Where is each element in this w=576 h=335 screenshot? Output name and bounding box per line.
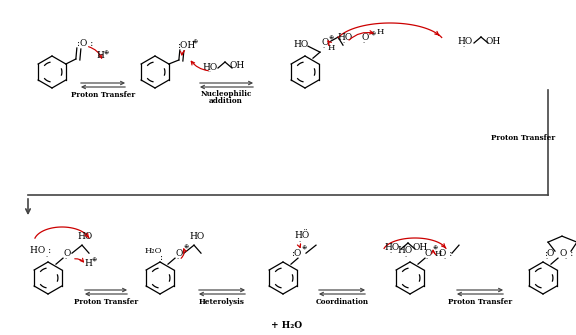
Text: ··: ·· bbox=[362, 41, 366, 46]
Text: :O :: :O : bbox=[77, 39, 93, 48]
Text: ⊕: ⊕ bbox=[92, 257, 97, 262]
Text: :: : bbox=[160, 253, 162, 262]
Text: O: O bbox=[361, 34, 369, 43]
Text: ··: ·· bbox=[463, 45, 466, 50]
Text: ··: ·· bbox=[298, 239, 302, 244]
Text: H: H bbox=[376, 28, 384, 36]
Text: addition: addition bbox=[209, 97, 243, 105]
Text: ··: ·· bbox=[46, 254, 49, 259]
Text: HO: HO bbox=[202, 63, 218, 71]
Text: ··: ·· bbox=[545, 256, 549, 261]
Text: OH: OH bbox=[486, 37, 501, 46]
Text: :O: :O bbox=[544, 249, 554, 258]
Text: HÖ: HÖ bbox=[294, 230, 310, 240]
Text: O: O bbox=[63, 249, 71, 258]
Text: HO :: HO : bbox=[31, 246, 52, 255]
Text: H: H bbox=[434, 250, 442, 258]
Text: ··: ·· bbox=[207, 69, 211, 74]
Text: ··: ·· bbox=[564, 256, 568, 261]
Text: + H₂O: + H₂O bbox=[271, 322, 302, 331]
Text: Coordination: Coordination bbox=[316, 298, 369, 306]
Text: HO: HO bbox=[457, 38, 473, 47]
Text: HO: HO bbox=[293, 40, 309, 49]
Text: OH: OH bbox=[229, 61, 245, 69]
Text: O: O bbox=[175, 249, 183, 258]
Text: ⊕: ⊕ bbox=[183, 244, 188, 249]
Text: Nucleophilic: Nucleophilic bbox=[200, 90, 252, 98]
Text: ··: ·· bbox=[322, 45, 326, 50]
Text: ··: ·· bbox=[389, 251, 393, 256]
Text: O :: O : bbox=[439, 249, 453, 258]
Text: O: O bbox=[321, 38, 329, 47]
Text: OH: OH bbox=[412, 243, 427, 252]
Text: O: O bbox=[425, 249, 431, 258]
Text: HO: HO bbox=[190, 231, 204, 241]
Text: ··: ·· bbox=[159, 260, 163, 265]
Text: Proton Transfer: Proton Transfer bbox=[448, 298, 512, 306]
Text: H₂O: H₂O bbox=[144, 247, 162, 255]
Text: ··: ·· bbox=[176, 256, 180, 261]
Text: ⊕: ⊕ bbox=[301, 245, 306, 250]
Text: H: H bbox=[327, 44, 335, 52]
Text: H: H bbox=[96, 52, 104, 61]
Text: ⊕: ⊕ bbox=[433, 245, 438, 250]
Text: ⊕: ⊕ bbox=[103, 50, 109, 55]
Text: Proton Transfer: Proton Transfer bbox=[71, 91, 135, 99]
Text: O :: O : bbox=[560, 249, 574, 258]
Text: ⊕: ⊕ bbox=[370, 30, 376, 36]
Text: HO: HO bbox=[77, 231, 93, 241]
Text: ⊕: ⊕ bbox=[328, 35, 334, 40]
Text: Proton Transfer: Proton Transfer bbox=[74, 298, 138, 306]
Text: Heterolysis: Heterolysis bbox=[199, 298, 245, 306]
Text: H: H bbox=[84, 259, 92, 268]
Text: ··: ·· bbox=[404, 254, 408, 259]
Text: HO: HO bbox=[384, 244, 400, 253]
Text: :O: :O bbox=[291, 249, 301, 258]
Text: ··: ·· bbox=[425, 256, 429, 261]
Text: HO: HO bbox=[397, 246, 412, 255]
Text: ⊕: ⊕ bbox=[192, 39, 198, 44]
Text: ··: ·· bbox=[444, 256, 447, 261]
Text: HO: HO bbox=[338, 34, 353, 43]
Text: Proton Transfer: Proton Transfer bbox=[491, 134, 555, 142]
Text: ··: ·· bbox=[65, 256, 68, 261]
Text: :OH: :OH bbox=[177, 42, 195, 51]
Text: ··: ·· bbox=[342, 41, 346, 46]
